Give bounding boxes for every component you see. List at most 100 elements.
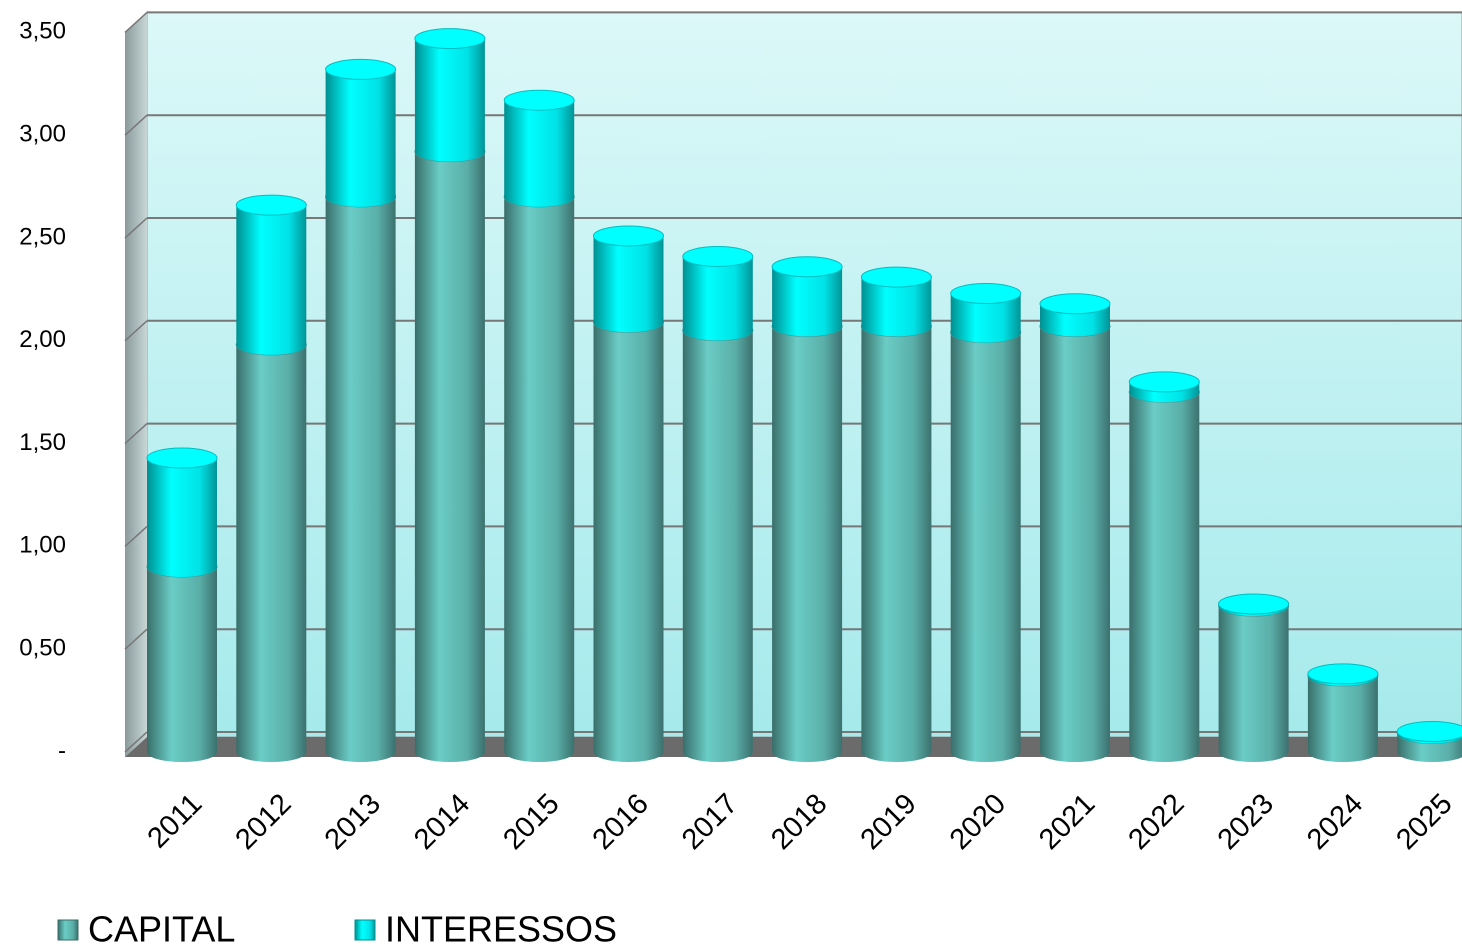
bar-segment	[414, 141, 486, 762]
legend-label: CAPITAL	[88, 909, 235, 950]
x-tick-label: 2020	[944, 788, 1012, 856]
x-tick-label: 2024	[1301, 788, 1369, 856]
legend-key	[354, 919, 376, 941]
y-tick-label: -	[58, 737, 66, 764]
x-tick-label: 2022	[1122, 788, 1190, 856]
bar-segment	[503, 186, 575, 762]
segment-body	[147, 457, 217, 567]
bar-segment	[146, 447, 218, 577]
x-tick-label: 2018	[765, 788, 833, 856]
bar-segment	[503, 89, 575, 207]
bar-segment	[235, 194, 307, 355]
y-tick-label: 0,50	[19, 635, 66, 662]
legend-key	[57, 919, 79, 941]
bar-segment	[414, 28, 486, 162]
x-tick-label: 2021	[1033, 788, 1101, 856]
segment-body	[682, 256, 753, 331]
x-tick-label: 2023	[1212, 788, 1280, 856]
y-tick-label: 2,00	[19, 326, 66, 353]
side-grid-line	[124, 731, 148, 753]
segment-body	[1218, 606, 1289, 752]
y-tick-label: 1,00	[19, 532, 66, 559]
x-tick-label: 2025	[1390, 788, 1458, 856]
side-grid-line	[124, 320, 148, 342]
side-grid-line	[124, 525, 148, 547]
side-grid-line	[124, 114, 148, 136]
segment-body	[682, 330, 753, 752]
x-tick-label: 2016	[587, 788, 655, 856]
segment-top	[682, 246, 754, 268]
segment-top	[325, 58, 397, 80]
bar-segment	[146, 556, 218, 762]
segment-top	[503, 89, 575, 111]
segment-top	[950, 283, 1022, 305]
bar-segment	[1307, 663, 1379, 686]
side-grid-line	[124, 11, 148, 33]
bar-segment	[1218, 593, 1290, 617]
segment-top	[146, 447, 218, 469]
x-tick-label: 2019	[855, 788, 923, 856]
bar-segment	[1128, 371, 1200, 403]
side-grid-line	[124, 628, 148, 650]
side-wall	[125, 12, 147, 757]
bar-segment	[1396, 720, 1462, 744]
bar-segment	[325, 186, 397, 762]
bar-segment	[1128, 381, 1200, 762]
segment-body	[504, 196, 575, 752]
y-tick-label: 1,50	[19, 429, 66, 456]
segment-top	[593, 225, 664, 247]
bar-segment	[771, 315, 843, 762]
bar-segment	[1218, 595, 1290, 762]
bar-segment	[1039, 293, 1111, 337]
segment-top	[1307, 663, 1379, 685]
segment-top	[1218, 593, 1290, 615]
bar-segment	[593, 311, 664, 762]
segment-body	[325, 196, 396, 752]
side-grid-line	[124, 217, 148, 239]
y-tick-label: 3,00	[19, 121, 66, 148]
y-tick-label: 2,50	[19, 223, 66, 250]
bar-segment	[1039, 315, 1111, 762]
y-tick-label: 3,50	[19, 18, 66, 45]
segment-body	[1307, 675, 1378, 752]
segment-body	[414, 38, 485, 152]
x-tick-label: 2011	[142, 788, 209, 855]
x-tick-label: 2014	[408, 788, 476, 856]
legend-label: INTERESSOS	[385, 909, 617, 950]
bar-segment	[235, 334, 307, 762]
x-tick-label: 2015	[497, 788, 565, 856]
segment-body	[861, 326, 932, 752]
bar-segment	[771, 256, 843, 337]
segment-top	[1396, 720, 1462, 742]
x-tick-label: 2012	[229, 788, 297, 856]
segment-body	[236, 344, 307, 752]
bar-segment	[860, 266, 932, 337]
segment-body	[593, 322, 664, 752]
segment-top	[1128, 371, 1200, 393]
bar-segment	[682, 320, 754, 762]
segment-body	[950, 332, 1021, 752]
bar-segment	[860, 315, 932, 762]
bar-segment	[593, 225, 664, 333]
segment-body	[1129, 392, 1200, 752]
bar-segment	[682, 246, 754, 341]
segment-top	[860, 266, 932, 288]
bar-segment	[325, 58, 397, 207]
segment-body	[147, 566, 217, 752]
x-tick-label: 2013	[319, 788, 387, 856]
bar-segment	[950, 283, 1022, 343]
segment-body	[414, 151, 485, 752]
segment-top	[235, 194, 307, 216]
bar-segment	[950, 322, 1022, 762]
segment-body	[325, 69, 396, 197]
segment-body	[1040, 326, 1110, 752]
segment-body	[236, 205, 307, 345]
segment-top	[414, 28, 486, 50]
x-tick-label: 2017	[676, 788, 744, 856]
segment-body	[772, 326, 843, 752]
segment-top	[1039, 293, 1111, 315]
segment-top	[771, 256, 843, 278]
side-grid-line	[124, 423, 148, 445]
segment-body	[593, 235, 664, 323]
